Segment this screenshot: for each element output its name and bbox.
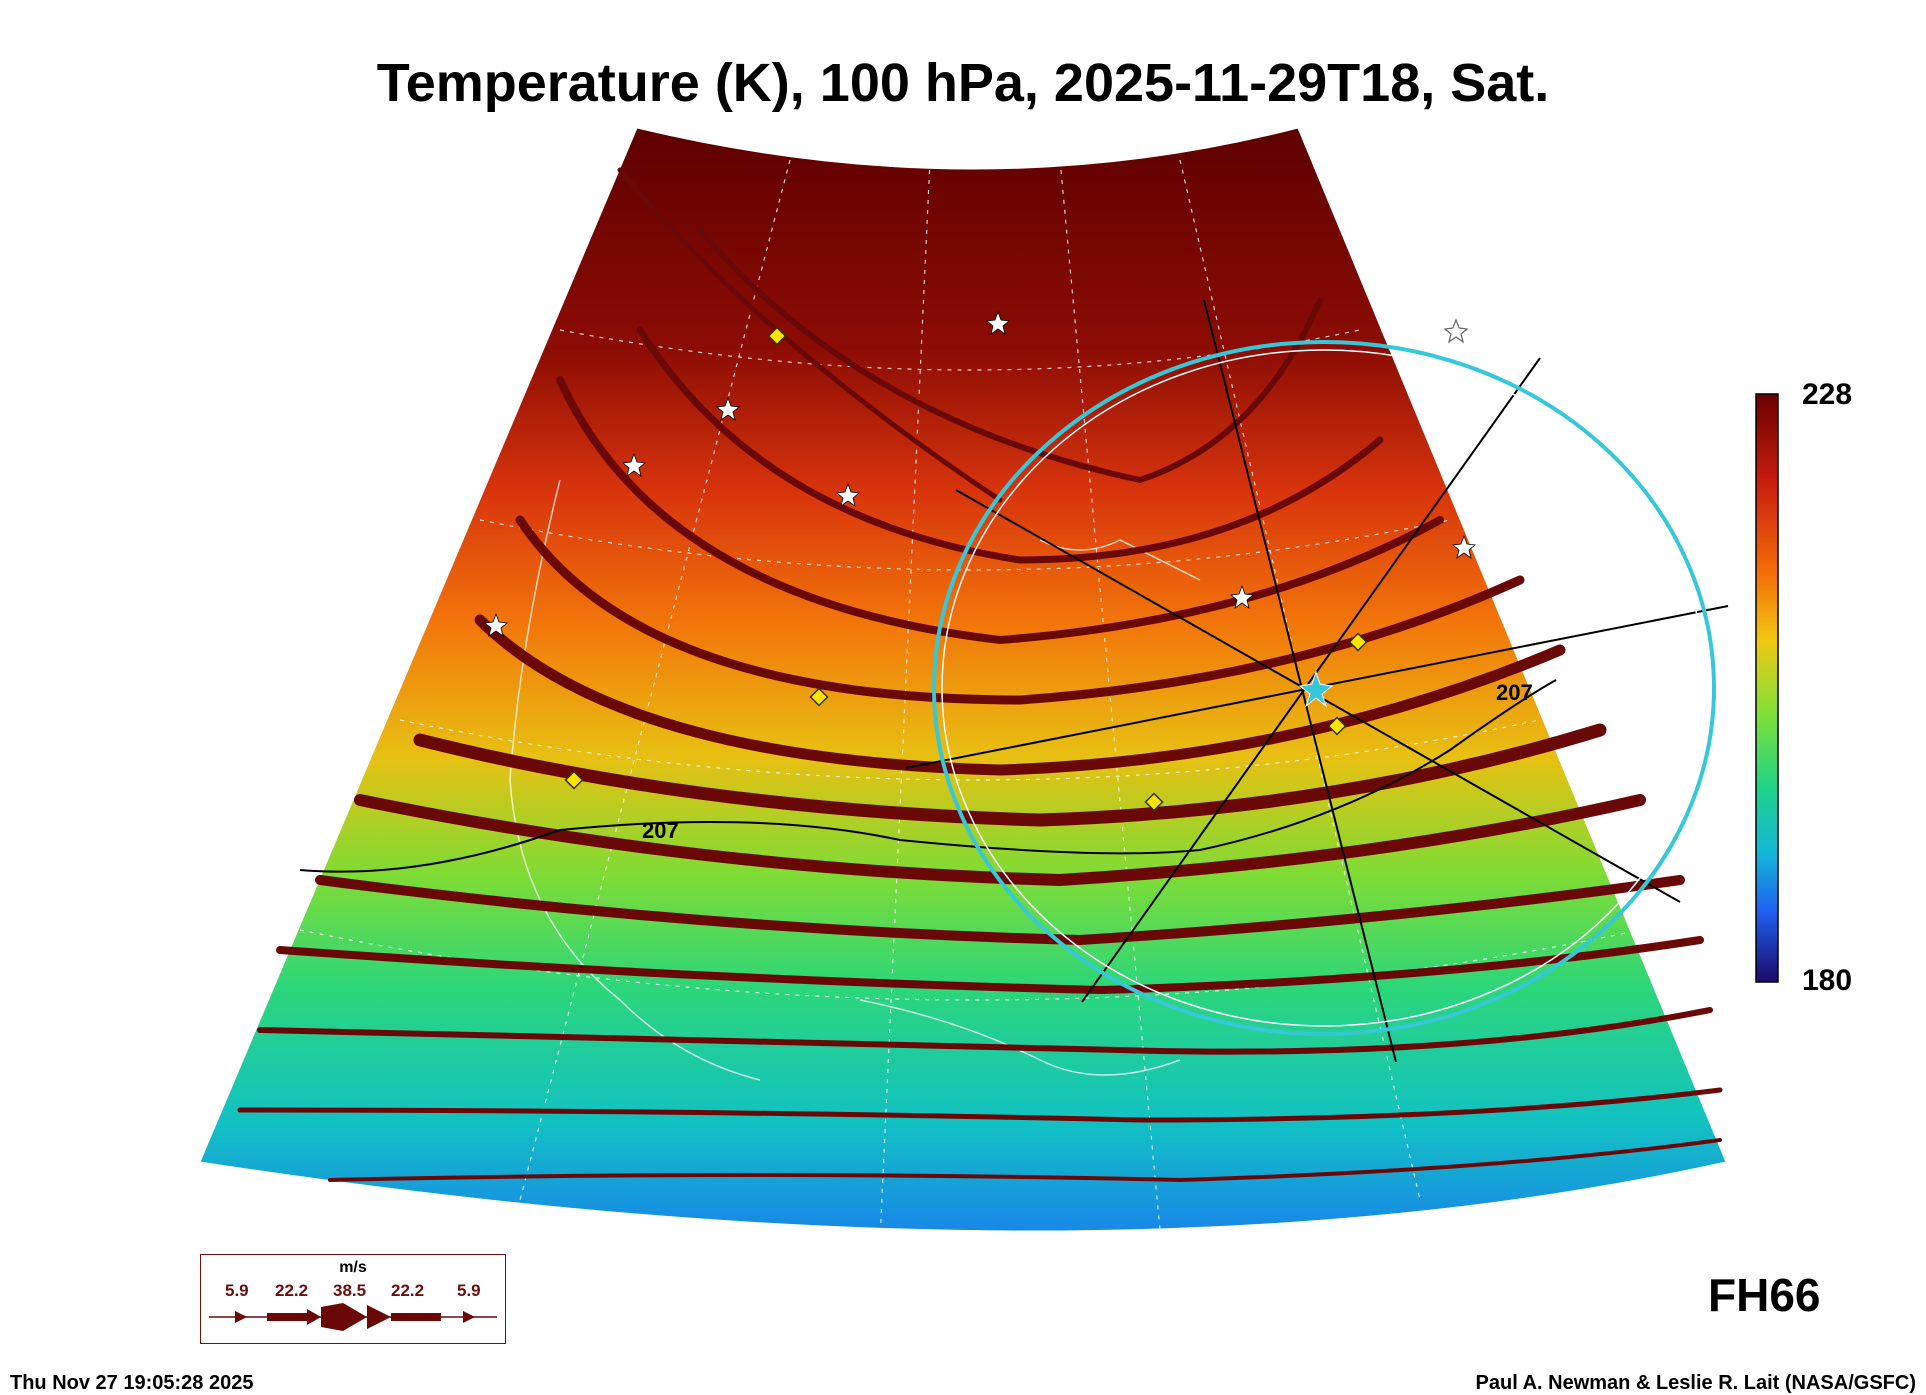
streamline bbox=[328, 1138, 1722, 1183]
streamline bbox=[354, 794, 1646, 887]
diamond-marker-icon bbox=[809, 687, 829, 707]
credit-line: Paul A. Newman & Leslie R. Lait (NASA/GS… bbox=[1475, 1372, 1916, 1394]
contour-line bbox=[299, 679, 1557, 873]
arrow-head-icon bbox=[463, 1311, 475, 1323]
colorbar-min-label: 180 bbox=[1802, 964, 1853, 997]
forecast-hour-label: FH66 bbox=[1708, 1269, 1821, 1321]
latitude-line bbox=[399, 719, 1541, 781]
streamline bbox=[315, 875, 1685, 946]
contour-label: 207 bbox=[1496, 680, 1533, 705]
streamline bbox=[636, 326, 1384, 564]
diamond-marker-icon bbox=[564, 770, 584, 790]
arrow-head-icon bbox=[235, 1311, 247, 1323]
site-markers bbox=[564, 326, 1368, 812]
white-star-icon bbox=[1452, 534, 1476, 559]
contour-207 bbox=[299, 679, 1557, 873]
section-line bbox=[1203, 299, 1397, 1063]
legend-speed: 5.9 bbox=[225, 1281, 249, 1300]
streamline bbox=[556, 376, 1444, 645]
contour-label: 207 bbox=[642, 818, 679, 843]
temperature-field bbox=[200, 128, 1726, 1231]
colorbar bbox=[1755, 393, 1779, 983]
legend-unit: m/s bbox=[339, 1259, 367, 1276]
colorbar-max-label: 228 bbox=[1802, 378, 1853, 411]
map-outline bbox=[199, 127, 1727, 1232]
legend-speed: 22.2 bbox=[391, 1281, 425, 1300]
ring-outer bbox=[932, 340, 1716, 1036]
legend-arrow-sample bbox=[209, 1303, 497, 1331]
diamond-marker-icon bbox=[1144, 792, 1164, 812]
white-star-icon bbox=[986, 310, 1010, 335]
range-ring bbox=[932, 340, 1716, 1036]
streamline bbox=[413, 723, 1607, 827]
white-star-icon bbox=[484, 612, 508, 637]
ring-inner bbox=[941, 349, 1707, 1027]
arrow-head-icon bbox=[367, 1305, 391, 1329]
streamline bbox=[237, 1087, 1723, 1123]
legend-speed: 5.9 bbox=[457, 1281, 481, 1300]
longitude-line bbox=[879, 159, 931, 1231]
streamline bbox=[257, 1007, 1713, 1055]
diamond-marker-icon bbox=[767, 326, 787, 346]
diamond-marker-icon bbox=[1327, 716, 1347, 736]
great-lakes bbox=[1039, 539, 1201, 581]
arrow-head-icon bbox=[307, 1309, 321, 1325]
timestamp: Thu Nov 27 19:05:28 2025 bbox=[10, 1372, 254, 1394]
legend-speed: 22.2 bbox=[275, 1281, 309, 1300]
map-title: Temperature (K), 100 hPa, 2025-11-29T18,… bbox=[376, 53, 1550, 113]
gulf-coast bbox=[859, 999, 1181, 1076]
white-star-icon bbox=[1230, 584, 1254, 609]
wind-speed-legend: m/s 5.9 22.2 38.5 22.2 5.9 bbox=[200, 1254, 506, 1344]
colorbar-scale bbox=[1755, 393, 1779, 983]
white-star-icon bbox=[622, 452, 646, 477]
white-star-icon bbox=[716, 396, 740, 421]
white-star-icon bbox=[836, 482, 860, 507]
streamline bbox=[515, 515, 1525, 705]
streamline bbox=[276, 936, 1704, 995]
legend-speed: 38.5 bbox=[333, 1281, 367, 1300]
station-stars bbox=[484, 310, 1476, 637]
white-star-icon bbox=[1443, 318, 1469, 344]
diamond-marker-icon bbox=[1348, 632, 1368, 652]
center-star-icon bbox=[1298, 670, 1334, 708]
section-line bbox=[1081, 357, 1541, 1003]
wind-streamlines bbox=[237, 167, 1723, 1183]
streamline bbox=[697, 227, 1323, 484]
streamline bbox=[474, 614, 1566, 776]
